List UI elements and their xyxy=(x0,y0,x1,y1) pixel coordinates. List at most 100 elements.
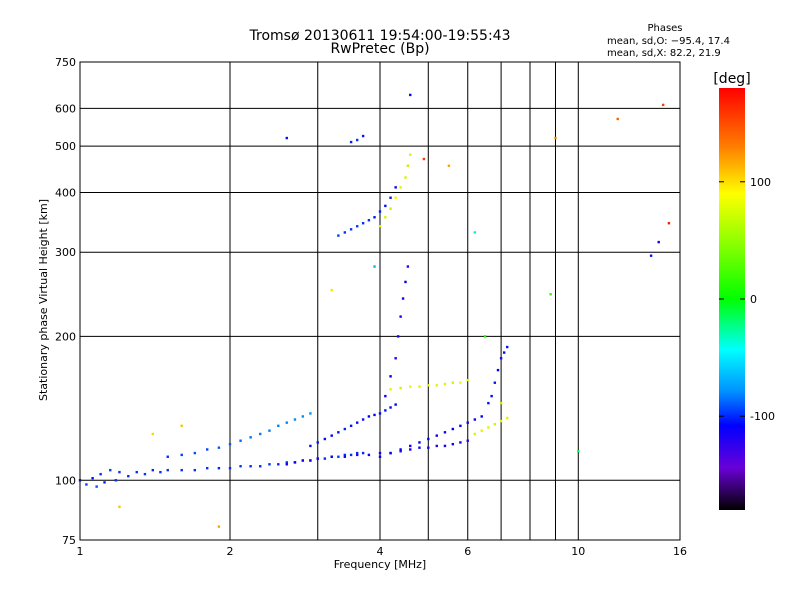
data-point xyxy=(285,421,288,424)
data-point xyxy=(404,280,407,284)
data-point xyxy=(268,463,271,466)
data-point xyxy=(389,388,392,391)
data-point xyxy=(268,429,271,432)
data-point xyxy=(367,219,371,222)
x-tick-label: 6 xyxy=(464,545,471,558)
data-point xyxy=(259,465,262,468)
data-point xyxy=(649,254,653,257)
data-point xyxy=(399,450,402,453)
data-point xyxy=(301,459,305,462)
axis-ticks: 1 2 4 6 10 16 75 100 200 300 400 500 600 750 xyxy=(55,56,687,558)
data-point xyxy=(180,424,183,428)
data-point xyxy=(285,461,288,464)
data-point xyxy=(396,335,400,338)
data-point xyxy=(384,204,387,208)
colorbar-tick-label: 0 xyxy=(750,293,757,306)
data-point xyxy=(99,472,102,476)
data-point xyxy=(394,403,397,406)
phase-info-o: mean, sd,O: −95.4, 17.4 xyxy=(607,36,730,47)
data-point xyxy=(249,465,252,468)
data-point xyxy=(394,196,397,199)
data-point xyxy=(549,293,552,296)
data-point xyxy=(401,297,405,300)
data-point xyxy=(493,423,497,426)
x-axis-label: Frequency [MHz] xyxy=(334,558,426,571)
data-point xyxy=(451,442,455,446)
data-point xyxy=(228,442,232,446)
data-point xyxy=(239,465,242,468)
data-point xyxy=(427,437,430,441)
data-point xyxy=(418,441,421,444)
data-point xyxy=(118,470,121,474)
data-point xyxy=(309,412,312,415)
data-point xyxy=(205,466,209,470)
data-point xyxy=(418,385,421,388)
plot-frame xyxy=(79,61,681,541)
data-point xyxy=(409,93,412,97)
data-point xyxy=(159,470,162,474)
data-point xyxy=(330,434,333,437)
data-point xyxy=(409,153,412,156)
data-point xyxy=(316,441,319,444)
data-point xyxy=(384,409,387,412)
data-point xyxy=(349,453,353,457)
data-point xyxy=(480,429,483,432)
data-point xyxy=(180,453,183,457)
data-point xyxy=(309,459,312,462)
data-point xyxy=(394,357,397,360)
data-point xyxy=(661,103,665,107)
data-point xyxy=(151,468,155,472)
colorbar-ticks: 100 0 -100 xyxy=(719,176,775,423)
data-point xyxy=(373,413,376,417)
data-point xyxy=(399,448,402,451)
data-point xyxy=(91,477,94,480)
data-point xyxy=(361,134,365,138)
data-point xyxy=(409,444,412,448)
data-point xyxy=(499,357,503,360)
data-point xyxy=(466,378,469,382)
data-point xyxy=(337,431,340,434)
data-point xyxy=(427,384,430,387)
data-points xyxy=(78,93,671,528)
data-point xyxy=(217,466,221,470)
data-point xyxy=(378,412,382,415)
x-tick-label: 2 xyxy=(227,545,234,558)
data-point xyxy=(435,444,438,448)
data-point xyxy=(483,335,487,338)
colorbar-tick-label: 100 xyxy=(750,176,771,189)
data-point xyxy=(447,164,451,167)
data-point xyxy=(277,463,280,466)
data-point xyxy=(323,437,327,441)
data-point xyxy=(554,136,557,140)
data-point xyxy=(459,424,462,428)
data-point xyxy=(502,351,506,354)
data-point xyxy=(389,196,392,199)
data-point xyxy=(487,401,490,405)
data-point xyxy=(293,461,297,464)
data-point xyxy=(343,231,347,234)
data-point xyxy=(487,426,490,429)
data-point xyxy=(406,265,410,268)
data-point xyxy=(406,164,410,167)
phase-info: Phases mean, sd,O: −95.4, 17.4 mean, sd,… xyxy=(607,23,730,59)
data-point xyxy=(205,448,209,451)
data-point xyxy=(499,419,503,423)
data-point xyxy=(166,455,169,458)
data-point xyxy=(355,421,359,424)
data-point xyxy=(435,434,438,437)
data-point xyxy=(384,394,387,398)
data-point xyxy=(493,381,497,384)
data-point xyxy=(435,384,438,387)
data-point xyxy=(285,136,288,140)
data-point xyxy=(399,186,402,189)
data-point xyxy=(389,375,392,378)
data-point xyxy=(330,455,333,458)
colorbar-tick-label: -100 xyxy=(750,410,775,423)
data-point xyxy=(355,225,359,228)
data-point xyxy=(443,431,447,434)
data-point xyxy=(277,424,280,428)
data-point xyxy=(151,432,155,436)
data-point xyxy=(217,525,221,528)
data-point xyxy=(480,415,483,418)
